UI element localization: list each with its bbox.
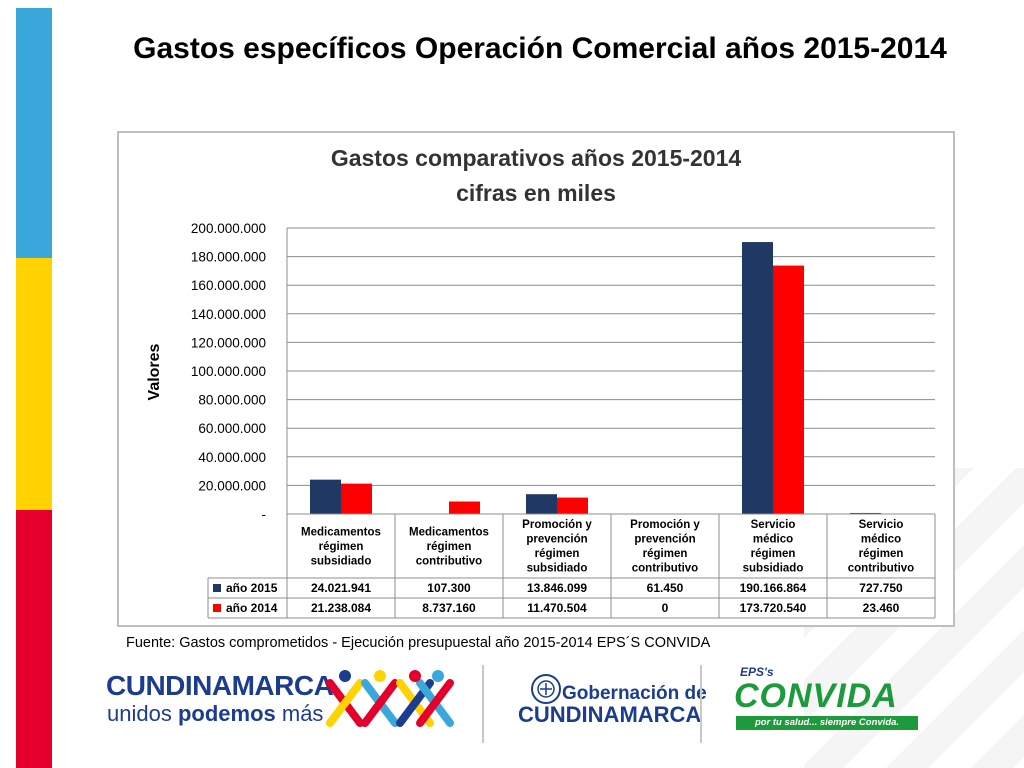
bar-2015 <box>310 479 341 514</box>
x-category-label: régimen <box>535 548 580 560</box>
cundinamarca-logo-slogan: unidos podemos más <box>107 701 323 727</box>
x-category-label: contributivo <box>632 563 698 575</box>
slogan-part-1: unidos <box>107 701 178 726</box>
y-tick-label: 40.000.000 <box>198 450 266 465</box>
convida-tagline: por tu salud... siempre Convida. <box>736 716 918 730</box>
bar-2014 <box>341 483 372 514</box>
data-value-label: 190.166.864 <box>740 581 807 595</box>
data-value-label: 24.021.941 <box>311 581 371 595</box>
bar-2014 <box>557 497 588 514</box>
data-value-label: 727.750 <box>859 581 903 595</box>
slogan-part-3: más <box>275 701 324 726</box>
y-tick-label: 20.000.000 <box>198 478 266 493</box>
bar-2015 <box>526 494 557 514</box>
data-value-label: 11.470.504 <box>527 601 587 615</box>
y-tick-label: 60.000.000 <box>198 421 266 436</box>
x-category-label: médico <box>861 534 901 546</box>
data-value-label: 0 <box>662 601 669 615</box>
y-tick-label: 200.000.000 <box>191 221 266 236</box>
legend-swatch-2015 <box>213 584 221 592</box>
logo-divider <box>700 665 702 743</box>
cundinamarca-figures-icon <box>326 670 454 727</box>
chart-title: Gastos comparativos años 2015-2014 <box>330 145 742 171</box>
decor-stripe-blue <box>16 8 52 258</box>
x-category-label: régimen <box>319 541 364 553</box>
x-category-label: contributivo <box>848 563 914 575</box>
logo-divider <box>482 665 484 743</box>
eps-label: EPS's <box>740 665 774 679</box>
data-value-label: 13.846.099 <box>527 581 587 595</box>
y-tick-label: 120.000.000 <box>191 335 266 350</box>
x-category-label: Medicamentos <box>301 526 381 538</box>
y-tick-label: 140.000.000 <box>191 307 266 322</box>
x-category-label: prevención <box>634 534 695 546</box>
x-category-label: régimen <box>427 541 472 553</box>
x-category-label: subsidiado <box>527 563 588 575</box>
y-tick-label: 100.000.000 <box>191 364 266 379</box>
bar-2015 <box>850 512 881 514</box>
x-category-label: Servicio <box>751 519 796 531</box>
x-category-label: Promoción y <box>522 519 592 531</box>
gobernacion-logo-line1: Gobernación de <box>562 683 707 704</box>
gobernacion-logo-line2: CUNDINAMARCA <box>518 702 702 727</box>
legend-label: año 2015 <box>226 581 278 595</box>
source-note: Fuente: Gastos comprometidos - Ejecución… <box>126 635 711 651</box>
x-category-label: subsidiado <box>743 563 804 575</box>
bar-2014 <box>773 265 804 514</box>
x-category-label: prevención <box>526 534 587 546</box>
x-category-label: contributivo <box>416 555 482 567</box>
data-value-label: 21.238.084 <box>311 601 371 615</box>
data-value-label: 23.460 <box>863 601 900 615</box>
y-tick-label: - <box>262 507 267 522</box>
data-value-label: 8.737.160 <box>422 601 476 615</box>
decor-stripe-red <box>16 510 52 768</box>
x-category-label: régimen <box>751 548 796 560</box>
chart-frame <box>117 131 955 627</box>
slogan-part-2: podemos <box>177 701 276 726</box>
gobernacion-seal-icon <box>531 674 561 704</box>
bar-2014 <box>449 501 480 514</box>
legend-label: año 2014 <box>226 601 278 615</box>
x-category-label: Servicio <box>859 519 904 531</box>
y-axis-label: Valores <box>146 343 163 400</box>
x-category-label: Medicamentos <box>409 526 489 538</box>
x-category-label: Promoción y <box>630 519 700 531</box>
slide-title: Gastos específicos Operación Comercial a… <box>133 32 947 65</box>
x-category-label: subsidiado <box>311 555 372 567</box>
chart-subtitle: cifras en miles <box>456 180 616 206</box>
x-category-label: médico <box>753 534 793 546</box>
y-tick-label: 160.000.000 <box>191 278 266 293</box>
y-tick-label: 180.000.000 <box>191 250 266 265</box>
y-tick-label: 80.000.000 <box>198 393 266 408</box>
bar-2015 <box>742 242 773 514</box>
data-value-label: 107.300 <box>427 581 471 595</box>
convida-logo-name: CONVIDA <box>734 677 898 715</box>
x-category-label: régimen <box>643 548 688 560</box>
x-category-label: régimen <box>859 548 904 560</box>
data-value-label: 173.720.540 <box>740 601 807 615</box>
data-value-label: 61.450 <box>647 581 684 595</box>
cundinamarca-logo-name: CUNDINAMARCA <box>106 670 334 701</box>
legend-swatch-2014 <box>213 604 221 612</box>
decor-stripe-yellow <box>16 258 52 510</box>
